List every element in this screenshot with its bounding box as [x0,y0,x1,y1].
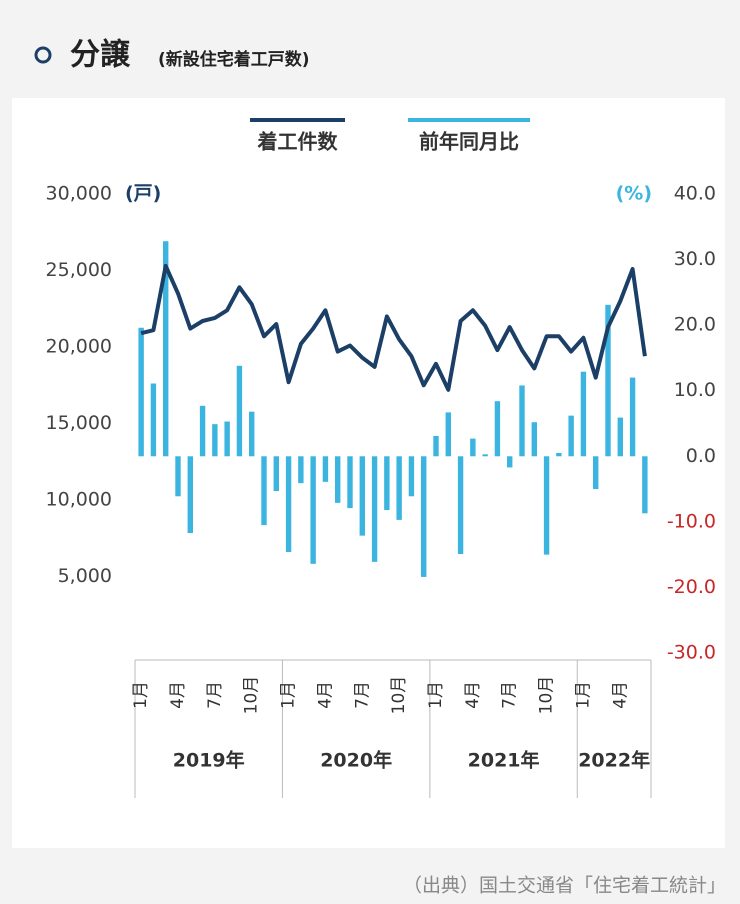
bar [150,383,157,457]
y-tick-label: 25,000 [46,259,112,281]
bar [371,456,378,562]
bar [433,435,439,457]
bar [445,412,451,457]
bar [273,456,279,492]
bar [580,371,587,457]
y2-tick-label: 30.0 [674,248,716,270]
y2-tick-label: 10.0 [674,379,716,401]
title: 分譲 [70,38,131,73]
x-tick-label: 1月 [131,681,151,709]
x-tick-label: 4月 [610,681,630,709]
bar [347,456,353,509]
y2-tick-label: 40.0 [674,183,716,205]
y2-tick-label: 0.0 [686,445,716,467]
bar [556,453,562,457]
card [12,98,725,848]
bar [543,456,550,555]
x-tick-label: 1月 [426,681,446,709]
bar [568,415,574,457]
bar [199,405,206,457]
bar [457,456,464,554]
bar [494,401,501,457]
y2-tick-label: -20.0 [667,576,716,598]
y-tick-label: 20,000 [46,336,112,358]
bar [187,456,193,534]
bar [359,456,365,536]
bar [138,327,144,457]
y-unit: (戸) [125,183,161,205]
legend-label: 前年同月比 [419,130,519,154]
bar [531,422,537,457]
legend-label: 着工件数 [257,130,339,154]
bar [322,456,329,482]
bar [617,417,623,457]
bar [175,456,181,497]
bar [163,241,169,457]
x-tick-label: 4月 [315,681,335,709]
bar [470,438,476,457]
bar [384,456,390,511]
y-tick-label: 30,000 [46,183,112,205]
source: （出典）国土交通省「住宅着工統計」 [403,875,726,897]
y2-tick-label: 20.0 [674,314,716,336]
bar [224,421,230,457]
x-tick-label: 10月 [389,676,409,715]
y2-unit: (%) [616,183,652,205]
bar [629,377,636,457]
title-icon [34,46,52,64]
y-tick-label: 5,000 [58,565,112,587]
x-group-label: 2022年 [578,749,650,772]
bar [249,411,255,457]
bar [482,454,488,457]
x-group-label: 2020年 [320,749,392,772]
y2-tick-label: -30.0 [667,642,716,664]
x-tick-label: 10月 [537,676,557,715]
bar [212,424,218,457]
bar [593,456,599,490]
line [140,263,647,392]
bar [335,456,341,503]
x-tick-label: 4月 [463,681,483,709]
x-tick-label: 7月 [352,681,372,709]
bar [261,456,267,526]
x-tick-label: 1月 [573,681,593,709]
x-tick-label: 7月 [500,681,520,709]
bar [507,456,513,468]
x-group-label: 2021年 [468,749,540,772]
x-tick-label: 7月 [205,681,225,709]
bar [421,456,427,577]
bar [310,456,316,564]
bar [285,456,292,553]
subtitle: (新設住宅着工戸数) [158,49,310,70]
bar [605,304,611,457]
bar [408,456,415,497]
bar [396,456,402,520]
x-tick-label: 10月 [242,676,262,715]
x-group-label: 2019年 [173,749,245,772]
bar [519,385,525,457]
x-tick-label: 1月 [279,681,299,709]
y-tick-label: 15,000 [46,412,112,434]
bar [298,456,304,484]
x-tick-label: 4月 [168,681,188,709]
y-tick-label: 10,000 [46,489,112,511]
bar [236,365,243,457]
bar [642,456,648,514]
y2-tick-label: -10.0 [667,510,716,532]
